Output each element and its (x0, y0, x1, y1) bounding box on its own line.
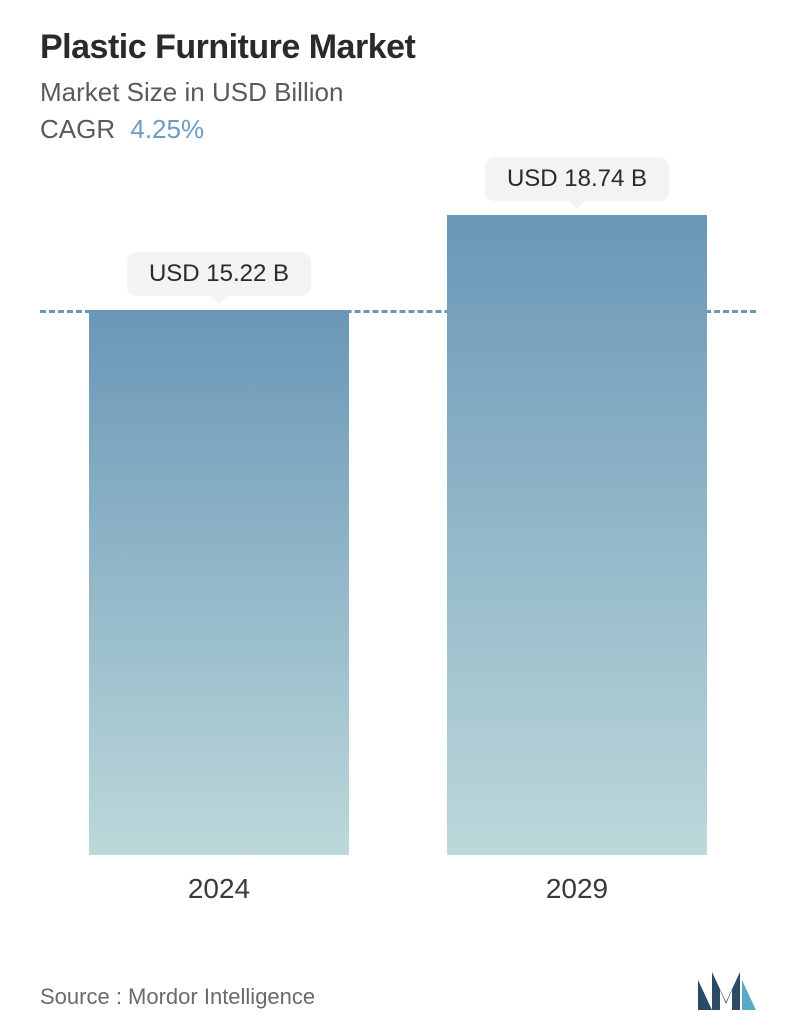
cagr-line: CAGR 4.25% (40, 114, 756, 145)
chart-area: USD 15.22 B USD 18.74 B 2024 2029 (40, 185, 756, 905)
source-text: Source : Mordor Intelligence (40, 984, 315, 1010)
value-pill-1: USD 18.74 B (485, 157, 669, 201)
x-axis-labels: 2024 2029 (40, 873, 756, 905)
bar-1 (447, 215, 707, 855)
chart-title: Plastic Furniture Market (40, 28, 756, 67)
bar-col-0: USD 15.22 B (89, 252, 349, 855)
x-label-0: 2024 (89, 873, 349, 905)
x-label-1: 2029 (447, 873, 707, 905)
bar-0 (89, 310, 349, 855)
brand-logo-icon (698, 972, 756, 1010)
value-pill-0: USD 15.22 B (127, 252, 311, 296)
chart-subtitle: Market Size in USD Billion (40, 77, 756, 108)
bars-row: USD 15.22 B USD 18.74 B (40, 185, 756, 855)
footer: Source : Mordor Intelligence (40, 972, 756, 1010)
cagr-label: CAGR (40, 114, 115, 144)
cagr-value: 4.25% (130, 114, 204, 144)
bar-col-1: USD 18.74 B (447, 157, 707, 855)
